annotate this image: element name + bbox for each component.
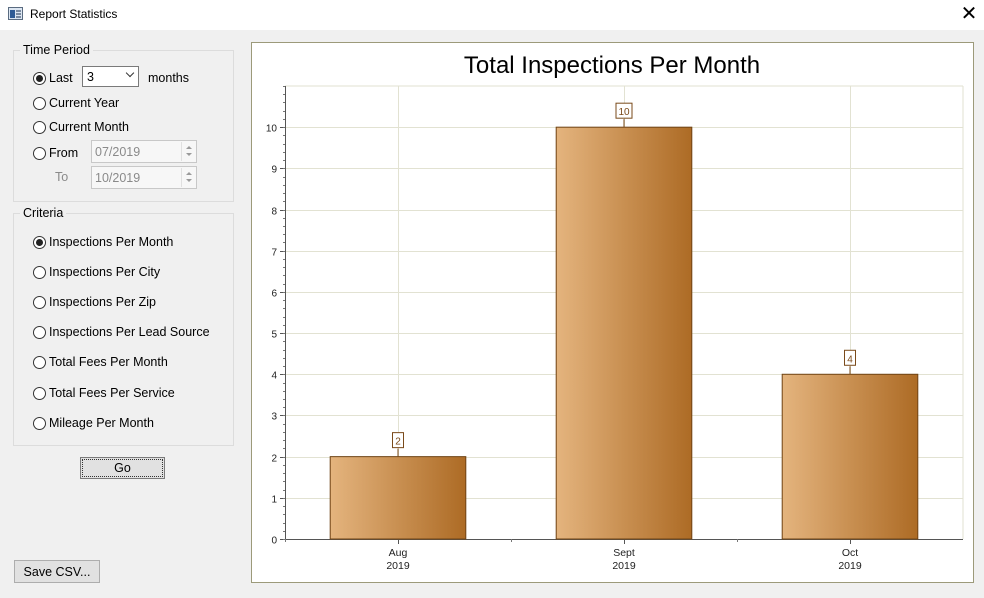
radio-button-checked[interactable] <box>33 235 46 249</box>
y-tick-label: 4 <box>271 371 277 382</box>
criteria-option-mileage-per-month[interactable]: Mileage Per Month <box>33 416 154 430</box>
close-icon[interactable]: ✕ <box>960 3 978 25</box>
radio-button[interactable] <box>33 416 46 430</box>
spin-up-icon[interactable] <box>186 146 192 149</box>
radio-button[interactable] <box>33 355 46 369</box>
app-icon <box>8 7 23 20</box>
criteria-option-label: Mileage Per Month <box>49 416 154 430</box>
radio-button[interactable] <box>33 325 46 339</box>
y-tick-label: 7 <box>271 248 277 259</box>
x-tick-label: Sept <box>613 547 635 559</box>
save-csv-button[interactable]: Save CSV... <box>14 560 100 583</box>
months-label: months <box>148 71 189 85</box>
y-tick-label: 6 <box>271 289 277 300</box>
y-tick-label: 3 <box>271 412 277 423</box>
x-tick-label: 2019 <box>386 560 410 572</box>
months-label-text: months <box>148 71 189 85</box>
radio-button[interactable] <box>33 265 46 279</box>
spin-down-icon[interactable] <box>186 179 192 182</box>
from-date-spinner[interactable] <box>181 142 195 161</box>
time-period-group: Time Period <box>13 43 234 202</box>
radio-button-checked[interactable] <box>33 71 46 85</box>
y-tick-label: 8 <box>271 207 277 218</box>
bar <box>329 456 467 540</box>
months-count-select[interactable]: 3 <box>82 66 139 87</box>
radio-button[interactable] <box>33 120 46 134</box>
y-tick-label: 9 <box>271 165 277 176</box>
radio-button[interactable] <box>33 146 46 160</box>
criteria-legend: Criteria <box>23 206 64 220</box>
radio-button[interactable] <box>33 96 46 110</box>
criteria-option-label: Inspections Per Month <box>49 235 174 249</box>
criteria-option-label: Total Fees Per Service <box>49 386 175 400</box>
current-month-label: Current Month <box>49 120 129 134</box>
from-date-field[interactable]: 07/2019 <box>91 140 197 163</box>
x-tick-label: Aug <box>389 547 408 559</box>
chart-panel: Total Inspections Per Month 0 1 2 3 4 5 6 7 8 9 10… <box>251 42 974 583</box>
y-tick-label: 10 <box>266 124 278 135</box>
last-label: Last <box>49 71 73 85</box>
radio-button[interactable] <box>33 295 46 309</box>
criteria-option-total-fees-per-month[interactable]: Total Fees Per Month <box>33 355 168 369</box>
criteria-group: Criteria <box>13 206 234 446</box>
current-year-label: Current Year <box>49 96 120 110</box>
y-tick-label: 2 <box>271 454 277 465</box>
data-label: 10 <box>618 107 630 118</box>
to-label-text: To <box>55 170 69 184</box>
criteria-option-inspections-per-city[interactable]: Inspections Per City <box>33 265 160 279</box>
time-period-legend: Time Period <box>23 43 90 57</box>
criteria-option-total-fees-per-service[interactable]: Total Fees Per Service <box>33 386 175 400</box>
last-radio[interactable]: Last <box>33 71 73 85</box>
from-radio[interactable]: From <box>33 146 78 160</box>
bar <box>781 373 919 540</box>
criteria-option-label: Total Fees Per Month <box>49 355 168 369</box>
chevron-down-icon <box>125 68 135 78</box>
window-title: Report Statistics <box>30 7 118 21</box>
current-year-radio[interactable]: Current Year <box>33 96 119 110</box>
chart-data-labels: 2 10 4 <box>392 102 856 457</box>
spin-down-icon[interactable] <box>186 153 192 156</box>
to-date-value: 10/2019 <box>95 171 141 185</box>
title-bar: Report Statistics ✕ <box>0 0 984 30</box>
current-month-radio[interactable]: Current Month <box>33 120 129 134</box>
criteria-option-label: Inspections Per Lead Source <box>49 325 210 339</box>
criteria-option-inspections-per-zip[interactable]: Inspections Per Zip <box>33 295 156 309</box>
data-label: 4 <box>847 354 853 365</box>
to-date-field[interactable]: 10/2019 <box>91 166 197 189</box>
data-label-box <box>392 432 404 449</box>
x-tick-label: 2019 <box>838 560 862 572</box>
radio-button[interactable] <box>33 386 46 400</box>
chart-bars <box>329 126 919 540</box>
from-date-value: 07/2019 <box>95 145 141 159</box>
criteria-option-inspections-per-month[interactable]: Inspections Per Month <box>33 235 173 249</box>
y-axis: 0 1 2 3 4 5 6 7 8 9 10 <box>266 86 286 547</box>
from-label: From <box>49 146 79 160</box>
bar <box>555 126 693 540</box>
data-label: 2 <box>395 437 401 448</box>
y-tick-label: 1 <box>271 495 277 506</box>
x-tick-label: Oct <box>842 547 858 559</box>
go-button[interactable]: Go <box>80 457 165 479</box>
spin-up-icon[interactable] <box>186 172 192 175</box>
criteria-option-label: Inspections Per City <box>49 265 161 279</box>
criteria-option-inspections-per-lead-source[interactable]: Inspections Per Lead Source <box>33 325 210 339</box>
criteria-option-label: Inspections Per Zip <box>49 295 156 309</box>
x-tick-label: 2019 <box>612 560 636 572</box>
to-date-spinner[interactable] <box>181 168 195 187</box>
y-tick-label: 5 <box>271 330 277 341</box>
data-label-box <box>615 102 633 119</box>
months-count-value: 3 <box>87 70 94 84</box>
data-label-box <box>844 349 856 366</box>
y-tick-label: 0 <box>271 536 277 547</box>
bar-chart: Total Inspections Per Month 0 1 2 3 4 5 6 7 8 9 10… <box>266 52 964 572</box>
chart-title: Total Inspections Per Month <box>464 52 760 79</box>
to-label: To <box>55 170 68 184</box>
